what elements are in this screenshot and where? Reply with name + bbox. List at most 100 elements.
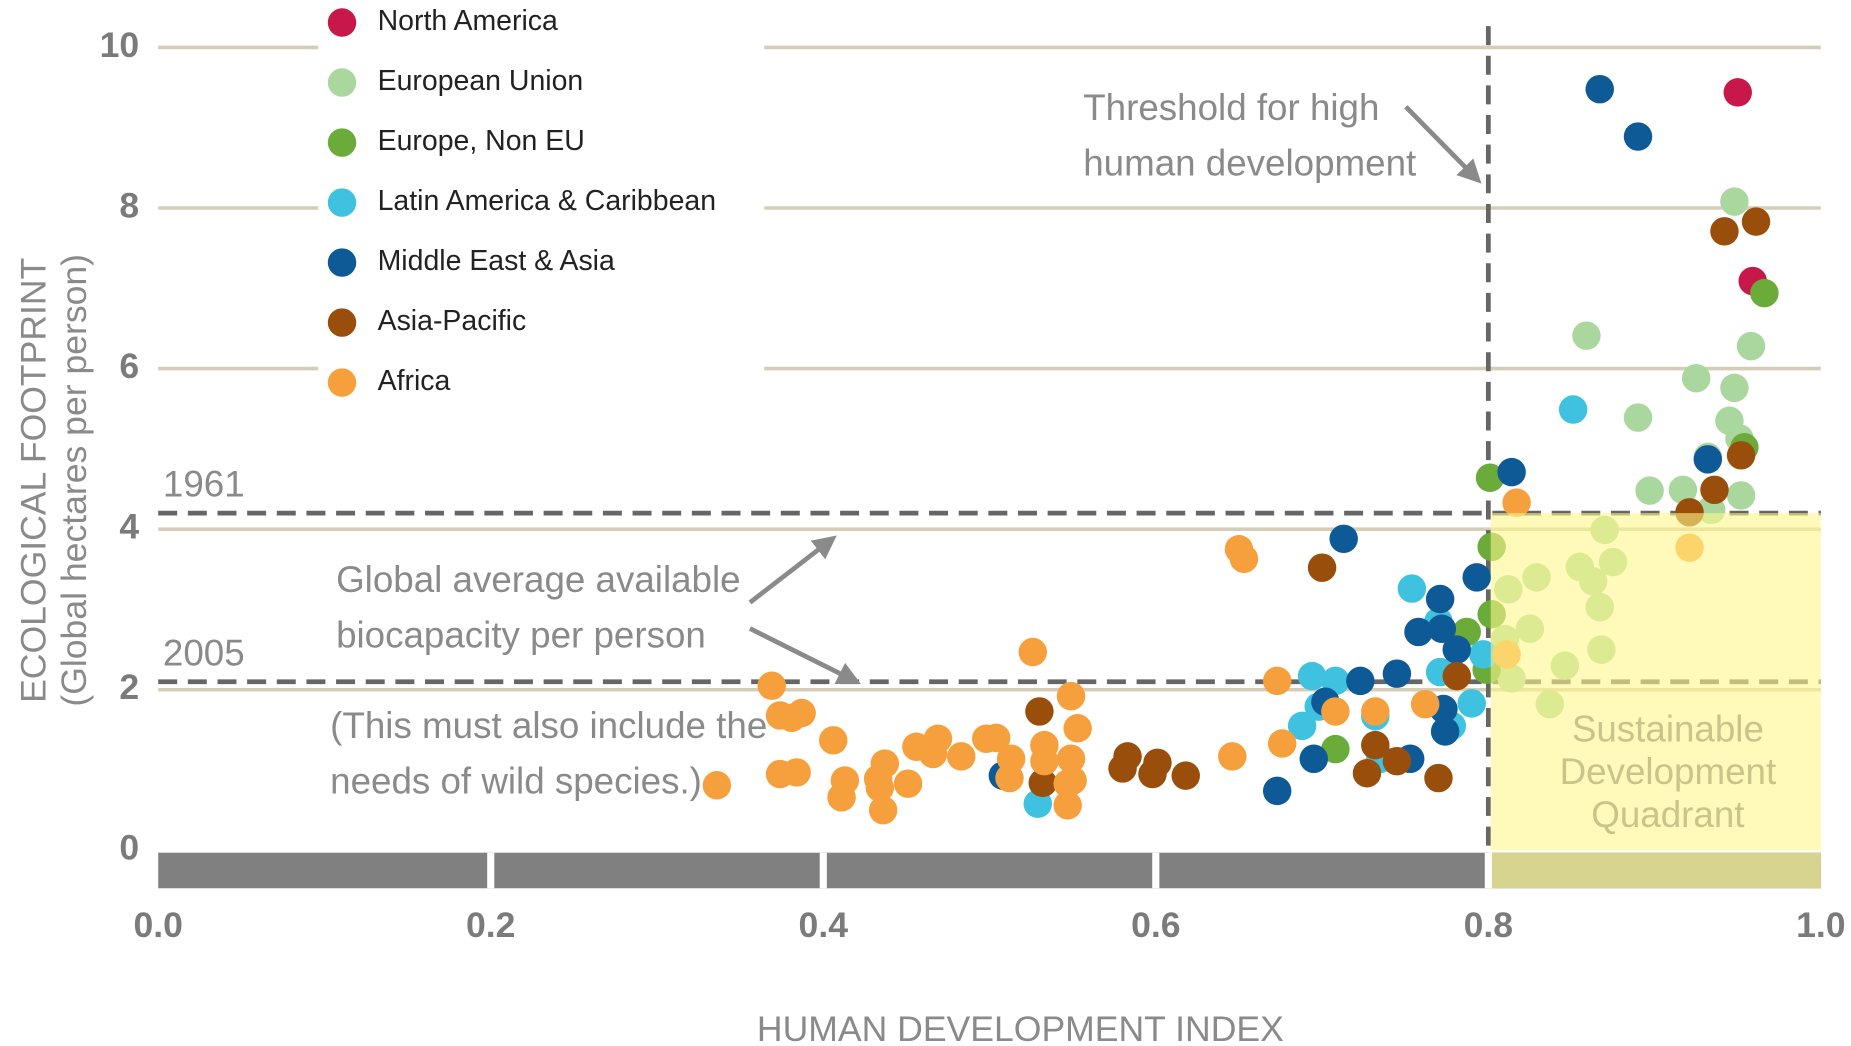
data-point — [1287, 711, 1317, 741]
data-point — [1297, 661, 1327, 691]
data-point — [995, 763, 1024, 793]
annotation: (This must also include the — [330, 705, 767, 746]
data-point — [1113, 742, 1142, 771]
quadrant-label: Quadrant — [1591, 794, 1744, 835]
y-tick-label: 2 — [119, 667, 139, 707]
data-point — [1262, 666, 1292, 696]
data-point — [1572, 321, 1601, 350]
data-point — [1558, 395, 1588, 424]
y-tick-label: 4 — [119, 507, 139, 547]
annotation: Global average available — [336, 559, 741, 600]
data-point — [777, 703, 806, 733]
data-point — [1307, 553, 1337, 582]
data-point — [1138, 759, 1167, 789]
legend-label: European Union — [378, 65, 584, 97]
data-point — [1681, 363, 1711, 393]
y-tick-label: 10 — [100, 25, 140, 65]
legend-marker — [327, 308, 357, 337]
x-tick-label: 0.0 — [133, 905, 182, 945]
legend-label: Middle East & Asia — [378, 245, 615, 277]
data-point — [1063, 714, 1092, 743]
data-point — [1741, 207, 1771, 236]
data-point — [1726, 481, 1756, 510]
reference-label: 1961 — [163, 464, 245, 505]
legend-label: Latin America & Caribbean — [378, 185, 716, 217]
data-point — [702, 771, 732, 800]
data-point — [1018, 637, 1048, 667]
data-point — [1028, 768, 1057, 798]
data-point — [1635, 476, 1664, 505]
data-point — [1056, 744, 1086, 774]
threshold-label: human development — [1083, 143, 1416, 184]
x-tick-label: 0.8 — [1464, 905, 1513, 945]
data-point — [1424, 763, 1453, 793]
data-point — [1171, 761, 1200, 790]
data-point — [893, 769, 923, 798]
data-point — [1585, 74, 1614, 104]
y-axis-label: ECOLOGICAL FOOTPRINT — [13, 258, 53, 703]
plot-area — [158, 26, 1821, 851]
arrow — [748, 535, 837, 605]
legend-label: Africa — [378, 365, 451, 397]
x-tick-label: 0.2 — [466, 905, 515, 945]
legend-label: Europe, Non EU — [378, 125, 585, 157]
data-point — [819, 726, 848, 755]
data-point — [1623, 122, 1653, 151]
data-point — [1410, 689, 1440, 719]
x-axis-label: HUMAN DEVELOPMENT INDEX — [757, 1009, 1284, 1046]
reference-label: 2005 — [163, 632, 245, 673]
data-point — [1723, 78, 1752, 107]
data-point — [1025, 697, 1054, 726]
data-point — [918, 739, 948, 769]
data-point — [1321, 697, 1350, 726]
data-point — [1267, 729, 1297, 758]
data-point — [1726, 441, 1756, 470]
data-point — [1710, 217, 1739, 246]
data-point — [1058, 766, 1087, 795]
legend-marker — [327, 68, 357, 97]
data-point — [1382, 659, 1412, 688]
data-point — [1299, 744, 1328, 774]
data-point — [1736, 331, 1766, 361]
data-point — [1475, 463, 1505, 493]
data-point — [1502, 488, 1531, 517]
data-point — [782, 758, 811, 787]
data-point — [1623, 403, 1653, 432]
x-tick-label: 0.6 — [1131, 905, 1180, 945]
legend-marker — [327, 248, 357, 277]
y-tick-label: 0 — [119, 828, 139, 868]
data-point — [1750, 278, 1779, 308]
threshold-label: Threshold for high — [1083, 87, 1379, 128]
data-point — [1030, 746, 1059, 776]
data-point — [1229, 544, 1259, 574]
legend-background — [318, 0, 765, 404]
data-point — [1218, 742, 1247, 771]
axis-band-quadrant — [1488, 852, 1821, 889]
data-point — [1693, 445, 1723, 474]
data-point — [1442, 635, 1471, 664]
data-point — [1329, 524, 1358, 554]
y-tick-label: 8 — [119, 185, 139, 225]
data-point — [1397, 574, 1427, 603]
legend-marker — [327, 188, 357, 217]
data-point — [1720, 187, 1749, 216]
x-tick-label: 1.0 — [1796, 905, 1845, 945]
data-point — [1425, 584, 1455, 614]
annotation: needs of wild species.) — [330, 761, 702, 802]
data-point — [1056, 681, 1086, 711]
sustainable-quadrant — [1490, 513, 1821, 851]
legend-marker — [327, 8, 357, 37]
legend-label: Asia-Pacific — [378, 305, 527, 337]
x-tick-label: 0.4 — [799, 905, 849, 945]
data-point — [827, 783, 856, 812]
data-point — [1361, 730, 1390, 760]
y-tick-label: 6 — [119, 346, 139, 386]
quadrant-label: Development — [1560, 751, 1777, 792]
data-point — [1262, 776, 1292, 806]
data-point — [1382, 746, 1412, 776]
data-point — [865, 773, 895, 802]
quadrant-label: Sustainable — [1572, 708, 1764, 749]
data-point — [757, 671, 786, 700]
data-point — [947, 742, 976, 771]
